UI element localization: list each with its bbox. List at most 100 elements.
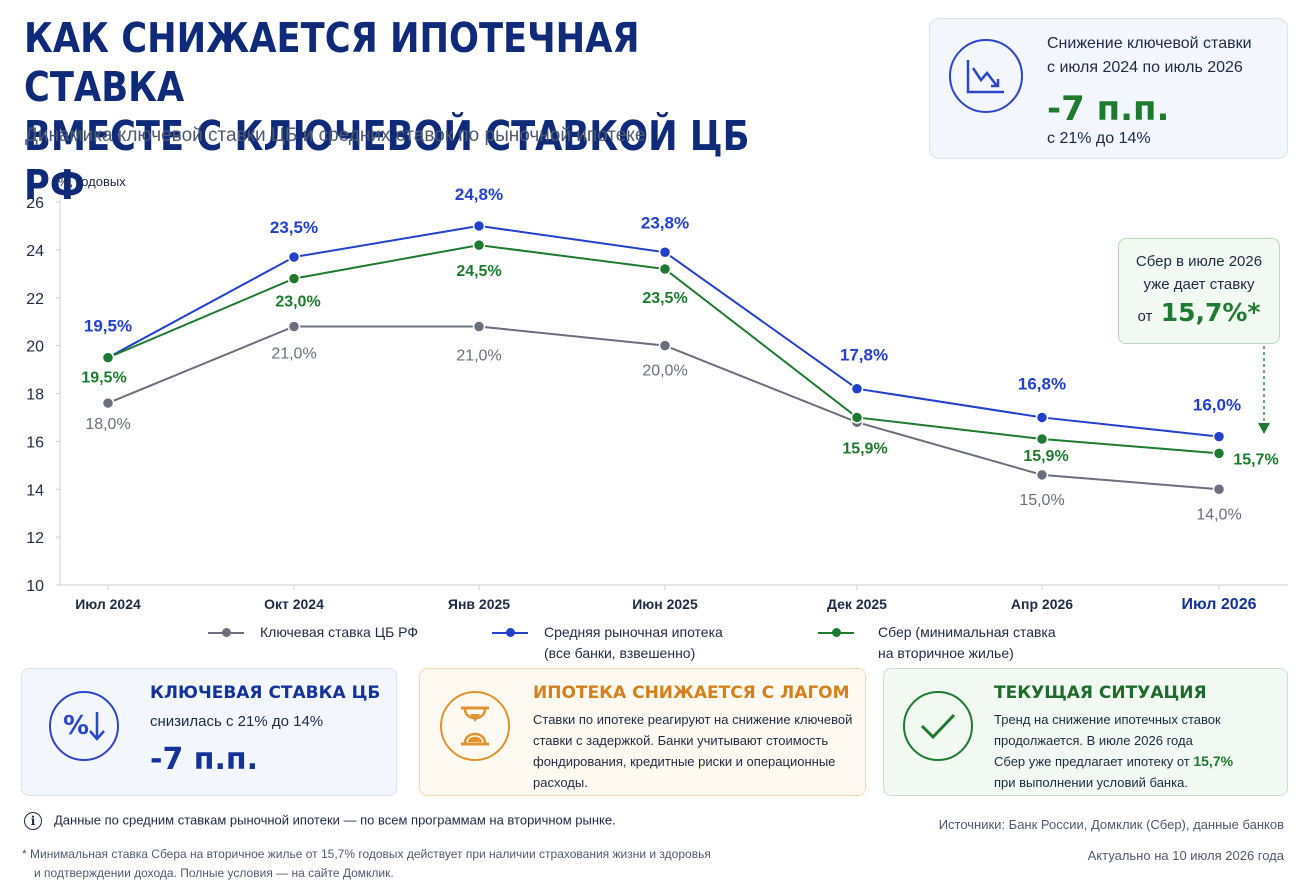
y-tick-label: 26 bbox=[26, 195, 44, 212]
callout-line-2: уже дает ставку bbox=[1143, 276, 1255, 293]
x-tick-label: Дек 2025 bbox=[827, 596, 887, 612]
data-point-2 bbox=[101, 351, 115, 364]
y-tick-label: 22 bbox=[26, 291, 44, 308]
data-label-1: 17,8% bbox=[840, 346, 888, 365]
kpi-detail: с 21% до 14% bbox=[1047, 130, 1151, 147]
y-tick-label: 18 bbox=[26, 387, 44, 404]
percent-down-icon: % bbox=[49, 691, 119, 761]
footnote-line-1: * Минимальная ставка Сбера на вторичное … bbox=[22, 847, 711, 861]
card-key-rate: % КЛЮЧЕВАЯ СТАВКА ЦБ снизилась с 21% до … bbox=[21, 668, 397, 796]
data-point-1 bbox=[1212, 430, 1226, 443]
card-text-line: расходы. bbox=[533, 775, 588, 790]
legend-label-line-1: Средняя рыночная ипотека bbox=[544, 624, 723, 640]
line-chart: 10 12 14 16 18 20 22 24 26 %, годовых Июл 2024 Окт … bbox=[26, 174, 1288, 613]
card-lag: ИПОТЕКА СНИЖАЕТСЯ С ЛАГОМ Ставки по ипот… bbox=[419, 668, 866, 796]
data-label-1: 23,5% bbox=[270, 218, 318, 237]
card-title: КЛЮЧЕВАЯ СТАВКА ЦБ bbox=[150, 683, 381, 703]
data-point-1 bbox=[658, 246, 672, 259]
legend-label: Средняя рыночная ипотека (все банки, взв… bbox=[544, 622, 723, 664]
footnote-line-2: и подтверждении дохода. Полные условия —… bbox=[34, 866, 394, 880]
page-subtitle: Динамика ключевой ставки ЦБ и средних ст… bbox=[25, 125, 646, 146]
card-text-line: при выполнении условий банка. bbox=[994, 775, 1188, 790]
data-label-0: 14,0% bbox=[1196, 506, 1241, 523]
data-point-1 bbox=[850, 382, 864, 395]
sber-callout: Сбер в июле 2026 уже дает ставку от 15,7… bbox=[1118, 238, 1280, 344]
data-label-2: 23,5% bbox=[642, 290, 687, 307]
data-label-0: 21,0% bbox=[271, 345, 316, 362]
x-tick-label: Июл 2024 bbox=[75, 596, 141, 612]
kpi-caption-line-2: с июля 2024 по июль 2026 bbox=[1047, 59, 1243, 76]
card-current: ТЕКУЩАЯ СИТУАЦИЯ Тренд на снижение ипоте… bbox=[883, 668, 1288, 796]
data-label-1: 24,8% bbox=[455, 185, 503, 204]
x-tick-label: Окт 2024 bbox=[264, 596, 324, 612]
footnote: * Минимальная ставка Сбера на вторичное … bbox=[22, 845, 782, 883]
hourglass-icon bbox=[440, 691, 510, 761]
data-label-0: 18,0% bbox=[85, 416, 130, 433]
card-title: ИПОТЕКА СНИЖАЕТСЯ С ЛАГОМ bbox=[533, 683, 850, 703]
data-label-1: 16,0% bbox=[1193, 396, 1241, 415]
data-label-2: 23,0% bbox=[275, 294, 320, 311]
x-tick-label: Июн 2025 bbox=[632, 596, 698, 612]
data-point-2 bbox=[1035, 432, 1049, 446]
y-tick-label: 24 bbox=[26, 243, 44, 260]
data-point-2 bbox=[287, 272, 301, 285]
card-text: Ставки по ипотеке реагируют на снижение … bbox=[533, 709, 852, 793]
y-tick-label: 10 bbox=[26, 578, 44, 595]
info-icon: i bbox=[24, 812, 42, 830]
card-text-part: Сбер уже предлагает ипотеку от bbox=[994, 754, 1194, 769]
data-point-0 bbox=[658, 339, 672, 352]
data-point-0 bbox=[1035, 468, 1049, 482]
x-tick-label: Апр 2026 bbox=[1011, 596, 1073, 612]
data-point-1 bbox=[472, 219, 486, 233]
page-title: КАК СНИЖАЕТСЯ ИПОТЕЧНАЯ СТАВКА ВМЕСТЕ С … bbox=[24, 14, 781, 210]
kpi-caption: Снижение ключевой ставки с июля 2024 по … bbox=[1047, 32, 1252, 80]
sources-text: Источники: Банк России, Домклик (Сбер), … bbox=[938, 817, 1284, 832]
data-point-1 bbox=[1035, 411, 1049, 424]
data-label-0: 15,0% bbox=[1019, 492, 1064, 509]
data-label-2: 15,9% bbox=[1023, 448, 1068, 465]
callout-prefix: от bbox=[1137, 308, 1153, 325]
card-text-line: продолжается. В июле 2026 года bbox=[994, 733, 1193, 748]
data-label-2: 24,5% bbox=[456, 263, 501, 280]
data-label-2: 15,9% bbox=[842, 440, 887, 457]
card-text-line: Тренд на снижение ипотечных ставок bbox=[994, 712, 1221, 727]
legend-dot bbox=[832, 628, 841, 637]
note-text: Данные по средним ставкам рыночной ипоте… bbox=[54, 812, 616, 828]
callout-line-1: Сбер в июле 2026 bbox=[1135, 253, 1263, 270]
data-point-0 bbox=[1212, 483, 1226, 496]
y-tick-label: 12 bbox=[26, 530, 44, 547]
legend-label-line-2: (все банки, взвешенно) bbox=[544, 645, 696, 661]
data-note: i Данные по средним ставкам рыночной ипот… bbox=[24, 812, 616, 830]
svg-text:%: % bbox=[63, 711, 89, 741]
data-label-0: 20,0% bbox=[642, 363, 687, 380]
card-value: -7 п.п. bbox=[150, 742, 259, 777]
data-point-2 bbox=[1212, 447, 1226, 460]
kpi-panel: Снижение ключевой ставки с июля 2024 по … bbox=[929, 18, 1288, 159]
data-label-1: 16,8% bbox=[1018, 374, 1066, 393]
x-tick-label: Янв 2025 bbox=[448, 596, 510, 612]
card-text-line: ставки с задержкой. Банки учитывают стои… bbox=[533, 733, 829, 748]
legend-label-line-2: на вторичное жилье) bbox=[878, 645, 1014, 661]
kpi-value: -7 п.п. bbox=[1047, 89, 1170, 129]
data-label-1: 23,8% bbox=[641, 213, 689, 232]
card-highlight-value: 15,7% bbox=[1193, 753, 1234, 769]
legend-dot bbox=[506, 628, 515, 637]
kpi-caption-line-1: Снижение ключевой ставки bbox=[1047, 35, 1252, 52]
data-label-0: 21,0% bbox=[456, 347, 501, 364]
card-text-line: Сбер уже предлагает ипотеку от 15,7% bbox=[994, 751, 1233, 772]
title-line-1: КАК СНИЖАЕТСЯ ИПОТЕЧНАЯ СТАВКА bbox=[24, 14, 640, 111]
data-point-1 bbox=[287, 250, 301, 264]
title-line-2: ВМЕСТЕ С КЛЮЧЕВОЙ СТАВКОЙ ЦБ РФ bbox=[24, 112, 750, 209]
data-point-0 bbox=[287, 320, 301, 333]
y-tick-label: 20 bbox=[26, 339, 44, 356]
legend-label: Ключевая ставка ЦБ РФ bbox=[260, 624, 418, 640]
callout-arrow-head bbox=[1258, 423, 1270, 434]
checkmark-icon bbox=[903, 691, 973, 761]
data-point-2 bbox=[472, 238, 486, 252]
callout-value: 15,7%* bbox=[1160, 298, 1261, 327]
y-axis-label: %, годовых bbox=[58, 174, 126, 189]
date-text: Актуально на 10 июля 2026 года bbox=[1087, 848, 1284, 863]
y-tick-label: 16 bbox=[26, 434, 44, 451]
data-point-0 bbox=[101, 396, 115, 410]
legend-label-line-1: Сбер (минимальная ставка bbox=[878, 624, 1056, 640]
